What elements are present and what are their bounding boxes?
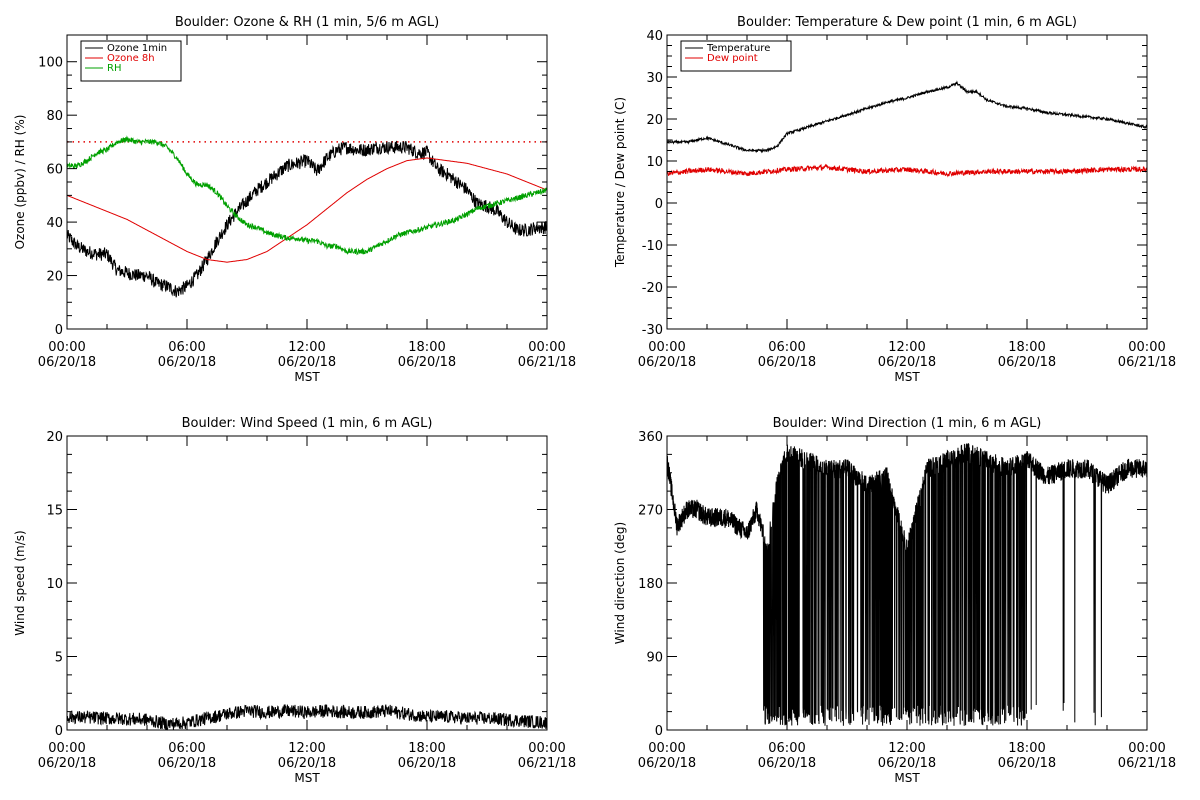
y-axis-label: Wind direction (deg) [613,522,627,644]
x-tick-time: 12:00 [288,340,325,355]
chart-title: Boulder: Wind Direction (1 min, 6 m AGL) [773,416,1042,431]
x-tick-date: 06/20/18 [38,355,96,370]
x-tick-date: 06/21/18 [518,756,576,771]
x-tick-time: 00:00 [528,340,565,355]
x-tick-time: 06:00 [168,340,205,355]
x-tick-time: 18:00 [1008,741,1045,756]
y-tick-label: 10 [646,155,663,170]
x-tick-time: 00:00 [1128,741,1165,756]
x-tick-time: 00:00 [48,741,85,756]
x-tick-time: 18:00 [408,741,445,756]
y-tick-label: 30 [646,71,663,86]
chart-2: Boulder: Wind Speed (1 min, 6 m AGL) 0 5 10… [13,416,576,785]
chart-title: Boulder: Wind Speed (1 min, 6 m AGL) [182,416,433,431]
y-tick-label: 0 [655,724,663,739]
x-axis-label: MST [894,771,920,785]
x-axis-label: MST [894,370,920,384]
x-tick-time: 00:00 [648,340,685,355]
x-axis-label: MST [294,370,320,384]
y-tick-label: 0 [55,724,63,739]
y-tick-label: 270 [638,504,663,519]
legend-entry: Ozone 8h [107,53,155,64]
x-tick-date: 06/20/18 [158,355,216,370]
y-axis-label: Wind speed (m/s) [13,530,27,635]
y-tick-label: 40 [646,29,663,44]
x-tick-time: 06:00 [168,741,205,756]
y-axis-label: Ozone (ppbv) / RH (%) [13,115,27,250]
x-tick-time: 00:00 [528,741,565,756]
y-tick-label: 20 [46,270,63,285]
y-tick-label: 0 [655,197,663,212]
series-line-0 [666,80,1148,154]
y-axis-label: Temperature / Dew point (C) [613,97,627,268]
x-tick-time: 18:00 [1008,340,1045,355]
x-tick-date: 06/20/18 [878,756,936,771]
series-line-0 [66,140,548,298]
y-tick-label: 80 [46,109,63,124]
chart-3: Boulder: Wind Direction (1 min, 6 m AGL)… [613,416,1176,785]
x-tick-date: 06/20/18 [278,756,336,771]
plot-frame [66,435,548,731]
chart-title: Boulder: Ozone & RH (1 min, 5/6 m AGL) [175,15,439,30]
series-line-1 [666,163,1148,178]
x-tick-date: 06/20/18 [638,756,696,771]
y-tick-label: -10 [642,239,663,254]
y-tick-label: 180 [638,577,663,592]
legend-entry: Dew point [707,53,758,64]
x-tick-date: 06/20/18 [758,355,816,370]
x-axis-label: MST [294,771,320,785]
x-tick-date: 06/20/18 [38,756,96,771]
x-tick-date: 06/20/18 [998,756,1056,771]
y-tick-label: 40 [46,216,63,231]
x-tick-time: 00:00 [648,741,685,756]
x-tick-date: 06/20/18 [158,756,216,771]
series-line-0 [666,442,1148,726]
x-tick-date: 06/21/18 [518,355,576,370]
y-tick-label: 100 [38,56,63,71]
x-tick-time: 12:00 [888,741,925,756]
x-tick-time: 00:00 [1128,340,1165,355]
x-tick-time: 00:00 [48,340,85,355]
series-line-1 [66,157,548,263]
y-tick-label: 20 [46,430,63,445]
x-tick-time: 06:00 [768,741,805,756]
x-tick-date: 06/20/18 [398,756,456,771]
x-tick-date: 06/21/18 [1118,355,1176,370]
x-tick-time: 06:00 [768,340,805,355]
chart-title: Boulder: Temperature & Dew point (1 min,… [737,15,1077,30]
y-tick-label: 90 [646,651,663,666]
x-tick-date: 06/20/18 [878,355,936,370]
y-tick-label: 5 [55,651,63,666]
x-tick-time: 12:00 [288,741,325,756]
y-tick-label: 60 [46,163,63,178]
legend-entry: Temperature [706,43,770,54]
series-line-2 [66,135,548,256]
chart-0: Boulder: Ozone & RH (1 min, 5/6 m AGL) 0 2… [13,15,576,384]
legend-entry: RH [107,63,121,74]
x-tick-date: 06/20/18 [638,355,696,370]
plot-frame [666,34,1148,330]
y-tick-label: 20 [646,113,663,128]
y-tick-label: 360 [638,430,663,445]
series-line-0 [66,704,548,731]
y-tick-label: 10 [46,577,63,592]
x-tick-date: 06/20/18 [278,355,336,370]
chart-1: Boulder: Temperature & Dew point (1 min,… [613,15,1176,384]
x-tick-date: 06/20/18 [398,355,456,370]
y-tick-label: 15 [46,504,63,519]
x-tick-date: 06/20/18 [758,756,816,771]
x-tick-time: 12:00 [888,340,925,355]
y-tick-label: 0 [55,323,63,338]
x-tick-date: 06/21/18 [1118,756,1176,771]
x-tick-date: 06/20/18 [998,355,1056,370]
y-tick-label: -20 [642,281,663,296]
x-tick-time: 18:00 [408,340,445,355]
legend-entry: Ozone 1min [107,43,167,54]
y-tick-label: -30 [642,323,663,338]
legend-box [680,40,792,72]
